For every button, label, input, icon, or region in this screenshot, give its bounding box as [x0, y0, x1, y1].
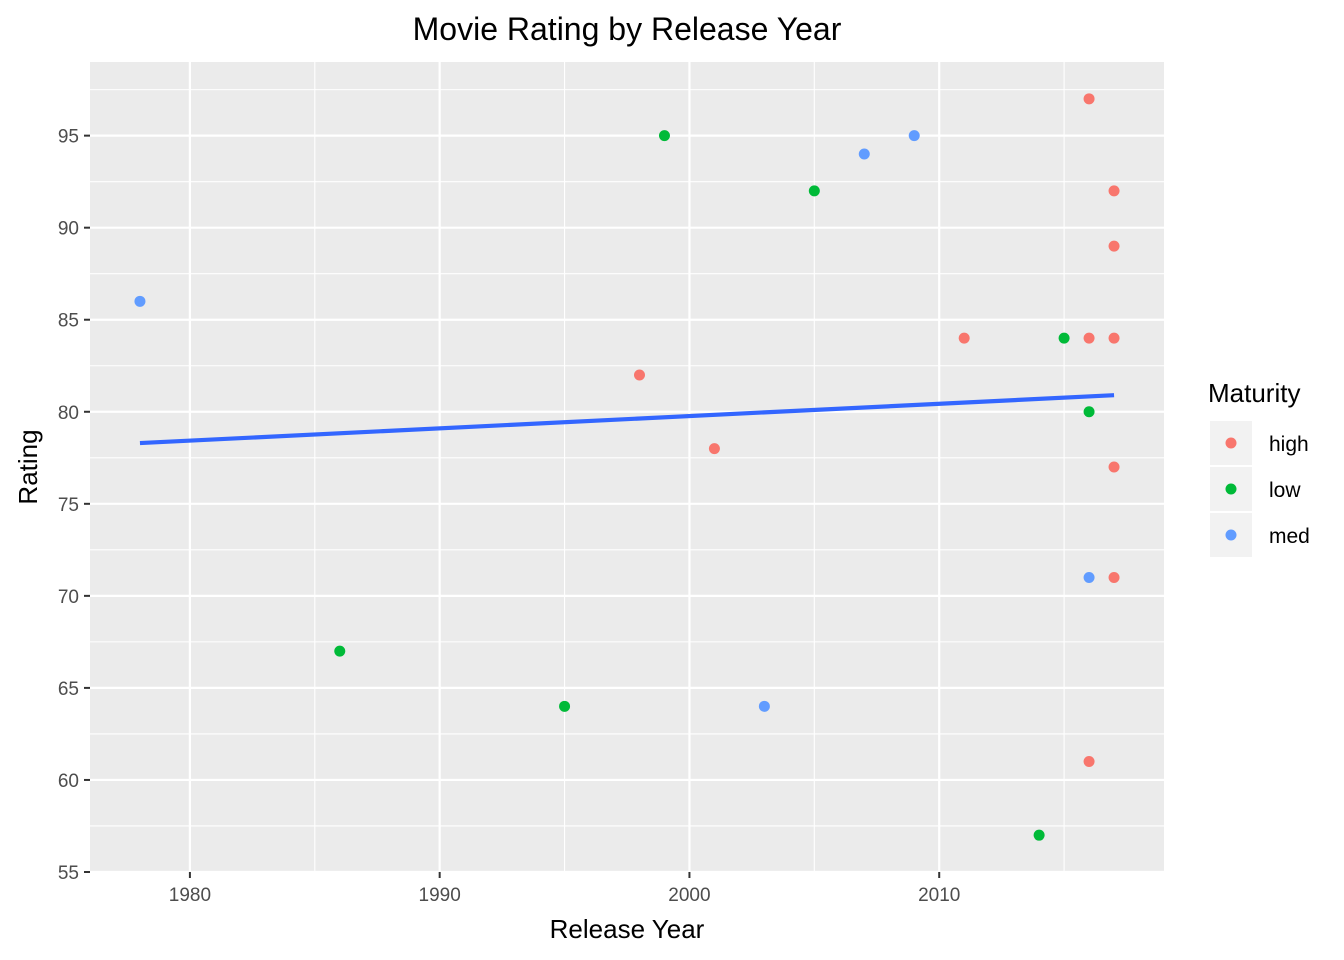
data-point-low	[334, 645, 346, 657]
y-tick-label: 90	[58, 219, 79, 240]
data-point-low	[559, 700, 571, 712]
data-point-high	[1083, 93, 1095, 105]
y-tick-label: 55	[58, 863, 79, 884]
data-point-high	[1083, 332, 1095, 344]
data-point-med	[908, 130, 920, 142]
data-point-high	[958, 332, 970, 344]
legend-label: low	[1269, 479, 1301, 502]
y-axis-title: Rating	[13, 429, 43, 504]
x-axis-title: Release Year	[550, 914, 705, 944]
plot-panel	[90, 62, 1164, 872]
data-points	[134, 93, 1120, 841]
x-tick-label: 2000	[668, 885, 710, 906]
data-point-med	[758, 700, 770, 712]
y-tick-label: 80	[58, 403, 79, 424]
data-point-med	[134, 295, 146, 307]
data-point-high	[1108, 332, 1120, 344]
x-tick-label: 2010	[918, 885, 960, 906]
data-point-low	[1033, 829, 1045, 841]
data-point-med	[858, 148, 870, 160]
data-point-low	[1058, 332, 1070, 344]
legend: Maturity high low med	[1208, 378, 1310, 557]
legend-key-med	[1225, 529, 1237, 541]
data-point-high	[1083, 756, 1095, 768]
legend-title: Maturity	[1208, 378, 1300, 408]
x-tick-label: 1980	[169, 885, 211, 906]
data-point-high	[633, 369, 645, 381]
data-point-high	[1108, 240, 1120, 252]
y-tick-label: 85	[58, 311, 79, 332]
legend-label: med	[1269, 525, 1310, 548]
legend-key-high	[1225, 437, 1237, 449]
data-point-high	[1108, 571, 1120, 583]
data-point-low	[1083, 406, 1095, 418]
y-tick-label: 75	[58, 495, 79, 516]
axis-ticks	[84, 134, 941, 878]
data-point-low	[808, 185, 820, 197]
x-tick-labels: 1980 1990 2000 2010	[169, 885, 961, 906]
y-tick-label: 60	[58, 771, 79, 792]
data-point-med	[1083, 571, 1095, 583]
data-point-high	[1108, 185, 1120, 197]
legend-label: high	[1269, 433, 1309, 456]
y-tick-label: 95	[58, 127, 79, 148]
major-gridlines	[90, 62, 1164, 874]
trend-line	[139, 393, 1115, 446]
minor-gridlines	[90, 62, 1164, 872]
legend-key-low	[1225, 483, 1237, 495]
y-tick-labels: 55 60 65 70 75 80 85 90 95	[58, 127, 79, 884]
x-tick-label: 1990	[419, 885, 461, 906]
data-point-low	[658, 130, 670, 142]
data-point-high	[1108, 461, 1120, 473]
y-tick-label: 65	[58, 679, 79, 700]
chart-title: Movie Rating by Release Year	[413, 11, 842, 47]
data-point-high	[708, 443, 720, 455]
y-tick-label: 70	[58, 587, 79, 608]
